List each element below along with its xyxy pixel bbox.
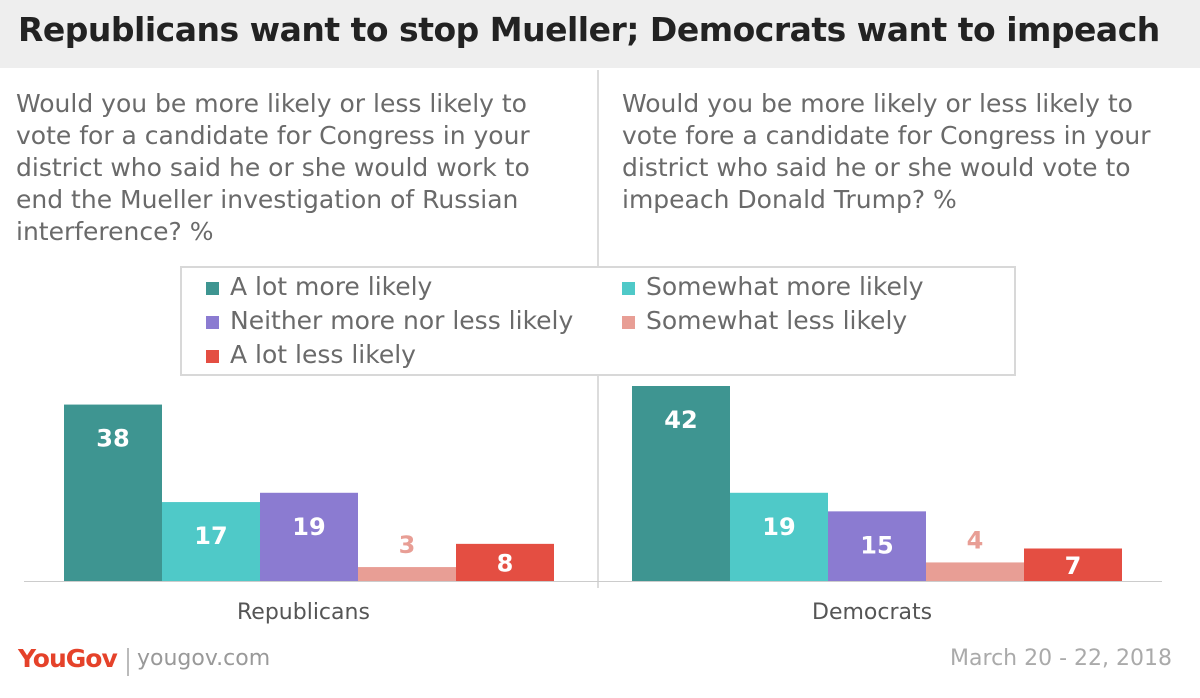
bar-democrats-0 bbox=[632, 386, 730, 581]
bar-value-label: 7 bbox=[1065, 552, 1082, 580]
bar-value-label: 17 bbox=[194, 522, 227, 550]
chart-title: Republicans want to stop Mueller; Democr… bbox=[18, 10, 1160, 49]
bar-democrats-4 bbox=[1024, 548, 1122, 581]
yougov-logo: YouGov bbox=[18, 644, 118, 673]
footer-date: March 20 - 22, 2018 bbox=[950, 646, 1172, 671]
legend-swatch bbox=[622, 282, 635, 295]
legend-item-somewhat-less: Somewhat less likely bbox=[622, 306, 907, 336]
bar-value-label: 38 bbox=[96, 425, 129, 453]
legend-swatch bbox=[622, 316, 635, 329]
legend-item-a-lot-more: A lot more likely bbox=[206, 272, 432, 302]
footer-separator bbox=[127, 648, 129, 676]
question-left: Would you be more likely or less likely … bbox=[16, 89, 530, 246]
bar-democrats-2 bbox=[828, 511, 926, 581]
group-label-republicans: Republicans bbox=[237, 600, 370, 625]
bar-value-label: 8 bbox=[497, 549, 514, 577]
bar-republicans-3 bbox=[358, 567, 456, 581]
bar-value-label: 19 bbox=[292, 513, 325, 541]
bar-democrats-3 bbox=[926, 562, 1024, 581]
bar-value-label: 19 bbox=[762, 513, 795, 541]
question-right: Would you be more likely or less likely … bbox=[622, 89, 1151, 214]
legend-item-somewhat-more: Somewhat more likely bbox=[622, 272, 924, 302]
bar-value-label: 42 bbox=[664, 406, 697, 434]
legend-swatch bbox=[206, 350, 219, 363]
group-label-democrats: Democrats bbox=[812, 600, 933, 625]
legend-swatch bbox=[206, 316, 219, 329]
bar-republicans-4 bbox=[456, 543, 554, 581]
footer-url: yougov.com bbox=[137, 646, 271, 671]
bar-republicans-2 bbox=[260, 492, 358, 581]
legend-label: Somewhat less likely bbox=[646, 306, 908, 335]
bar-republicans-1 bbox=[162, 502, 260, 581]
bar-value-label: 15 bbox=[860, 531, 893, 559]
legend: A lot more likely Somewhat more likely N… bbox=[180, 266, 1016, 376]
legend-label: A lot more likely bbox=[230, 272, 433, 301]
legend-item-a-lot-less: A lot less likely bbox=[206, 340, 416, 370]
legend-label: Neither more nor less likely bbox=[230, 306, 574, 335]
legend-swatch bbox=[206, 282, 219, 295]
bar-value-label: 3 bbox=[399, 531, 416, 559]
legend-label: Somewhat more likely bbox=[646, 272, 924, 301]
bar-republicans-0 bbox=[64, 404, 162, 581]
legend-item-neither: Neither more nor less likely bbox=[206, 306, 573, 336]
bar-democrats-1 bbox=[730, 492, 828, 581]
bar-value-label: 4 bbox=[967, 526, 984, 554]
header-band: Republicans want to stop Mueller; Democr… bbox=[0, 0, 1200, 68]
legend-label: A lot less likely bbox=[230, 340, 416, 369]
